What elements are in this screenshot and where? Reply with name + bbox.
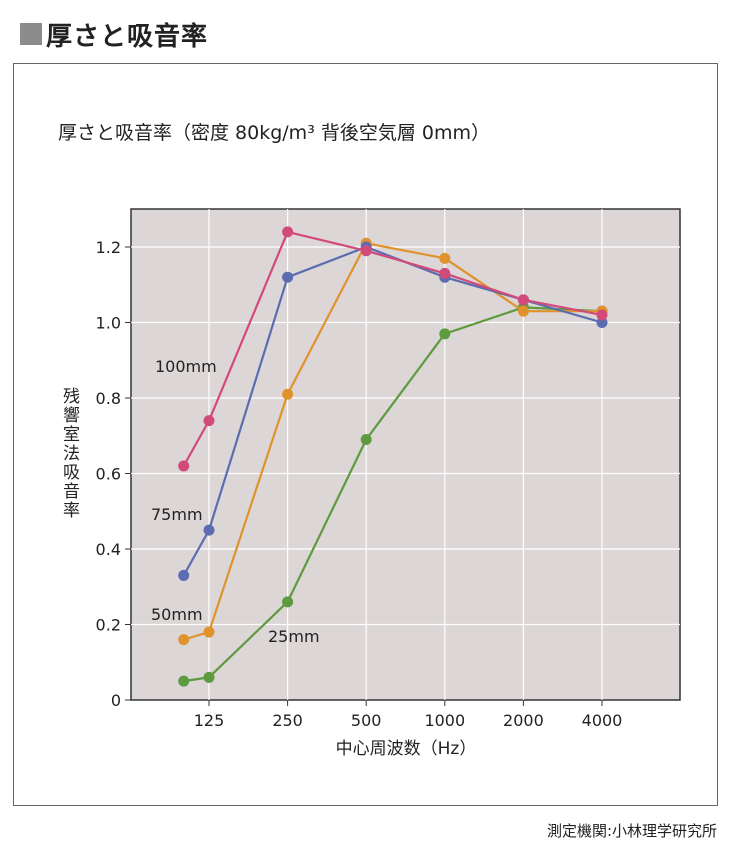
x-tick-label: 500	[351, 711, 382, 730]
series-labels: 100mm 75mm 50mm 25mm	[151, 357, 320, 646]
chart-frame: 厚さと吸音率（密度 80kg/m³ 背後空気層 0mm） 0 0.2 0.4 0.6 0…	[13, 63, 718, 806]
x-axis-label: 中心周波数（Hz）	[336, 739, 477, 759]
data-point	[517, 305, 529, 317]
data-point	[439, 252, 451, 264]
series-label: 25mm	[268, 627, 320, 646]
y-tick-label: 0.2	[96, 616, 121, 635]
data-point	[517, 294, 529, 306]
x-tick-label: 2000	[503, 711, 544, 730]
chart: 厚さと吸音率（密度 80kg/m³ 背後空気層 0mm） 00.20.40.60…	[58, 122, 681, 759]
y-axis-ticks: 0 0.2 0.4 0.6 0.8 1.0 1.2	[96, 238, 131, 710]
data-point	[178, 675, 190, 687]
x-tick-label: 125	[194, 711, 225, 730]
data-point	[282, 226, 294, 238]
x-tick-label: 1000	[424, 711, 465, 730]
heading-square-icon	[20, 23, 42, 45]
credit-text: 測定機関:小林理学研究所	[546, 822, 717, 840]
data-point	[178, 460, 190, 472]
plot-area	[130, 208, 681, 701]
data-point	[203, 415, 215, 427]
series-label: 100mm	[155, 357, 217, 376]
data-point	[282, 596, 294, 608]
series-label: 75mm	[151, 505, 203, 524]
page-heading: 厚さと吸音率	[20, 14, 208, 54]
data-point	[596, 317, 608, 328]
y-tick-label: 0.6	[96, 465, 121, 484]
x-tick-label: 250	[272, 711, 303, 730]
y-tick-label: 1.2	[96, 238, 121, 257]
data-point	[178, 569, 190, 581]
x-axis-ticks: 125 250 500 1000 2000 4000	[194, 700, 623, 730]
data-point	[282, 388, 294, 400]
data-point	[203, 626, 215, 638]
y-tick-label: 1.0	[96, 314, 121, 333]
data-point	[282, 271, 294, 283]
series-layer	[178, 226, 608, 687]
data-point	[439, 267, 451, 279]
data-point	[439, 328, 451, 340]
data-point	[178, 634, 190, 646]
data-point	[596, 309, 608, 321]
series-100mm	[178, 226, 608, 472]
grid-lines	[131, 209, 680, 700]
y-axis-label: 残響室法吸音率	[59, 387, 80, 520]
y-tick-label: 0.8	[96, 389, 121, 408]
x-tick-label: 4000	[582, 711, 623, 730]
data-point	[360, 245, 372, 257]
data-point	[203, 671, 215, 683]
heading-text: 厚さと吸音率	[46, 21, 209, 52]
data-point	[360, 434, 372, 446]
series-label: 50mm	[151, 605, 203, 624]
y-tick-label: 0.4	[96, 540, 121, 559]
data-point	[203, 524, 215, 536]
y-tick-label: 0	[111, 691, 121, 710]
chart-title: 厚さと吸音率（密度 80kg/m³ 背後空気層 0mm）	[58, 122, 490, 144]
